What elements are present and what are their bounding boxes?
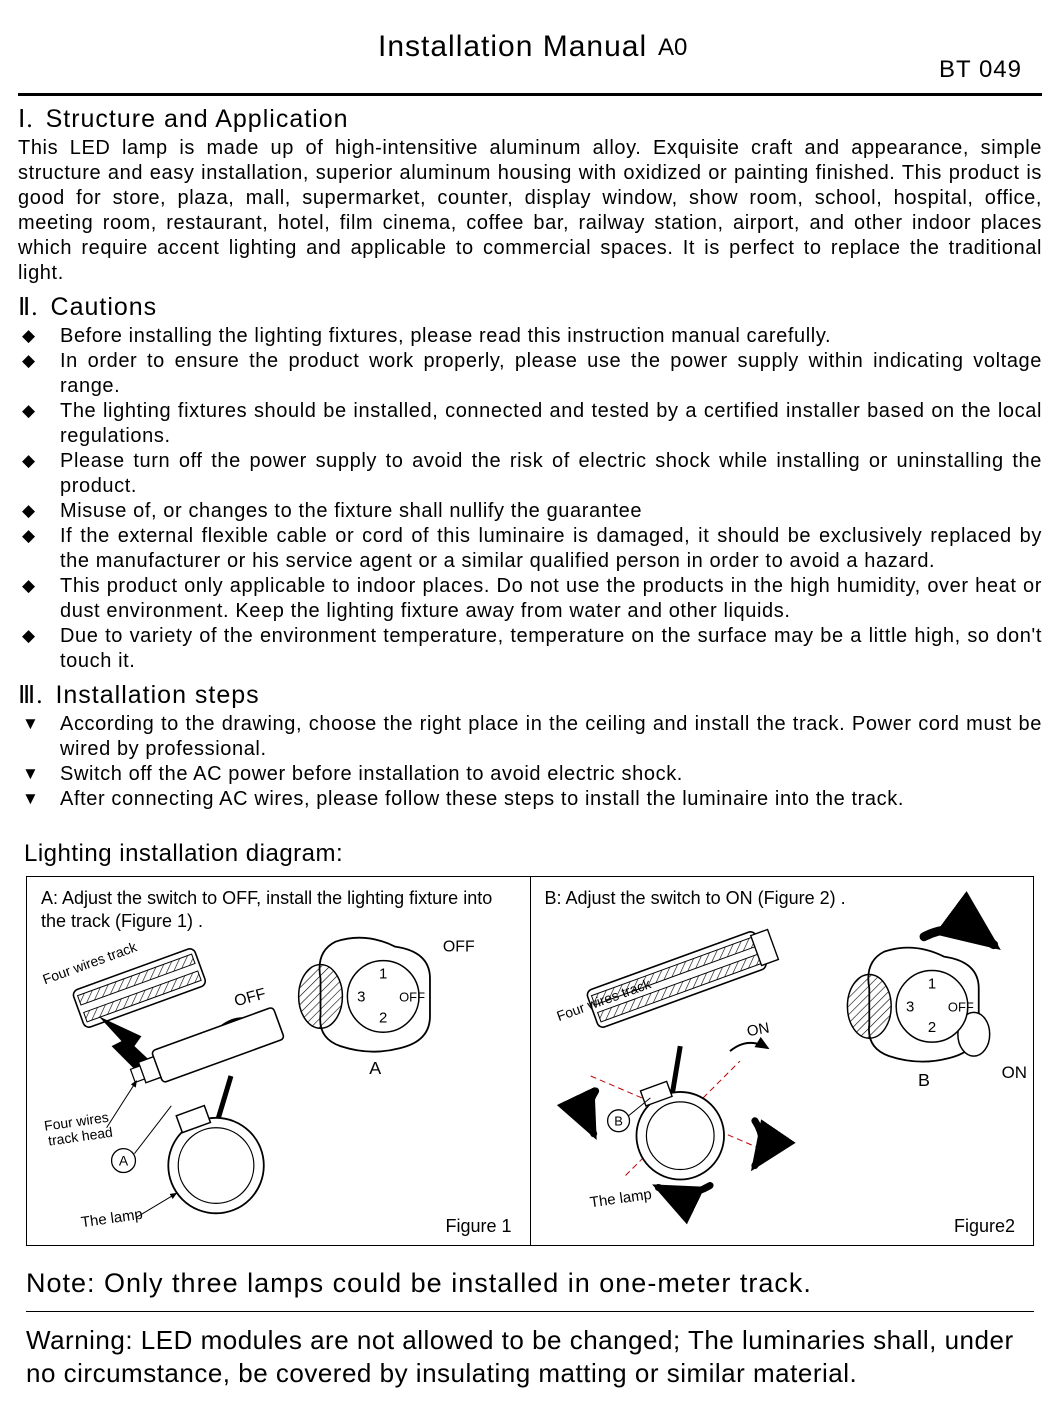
svg-text:A: A bbox=[119, 1153, 129, 1169]
heading-2-text: Cautions bbox=[51, 293, 158, 321]
svg-text:3: 3 bbox=[905, 998, 913, 1015]
caution-item: Please turn off the power supply to avoi… bbox=[18, 449, 1042, 499]
svg-text:1: 1 bbox=[927, 975, 935, 992]
diagram-col-a: A: Adjust the switch to OFF, install the… bbox=[27, 877, 530, 1245]
section-1-body: This LED lamp is made up of high-intensi… bbox=[18, 136, 1042, 286]
svg-text:3: 3 bbox=[357, 988, 365, 1005]
doc-code: BT 049 bbox=[939, 56, 1022, 84]
step-item: According to the drawing, choose the rig… bbox=[18, 712, 1042, 762]
caution-item: Due to variety of the environment temper… bbox=[18, 624, 1042, 674]
diagram-box: A: Adjust the switch to OFF, install the… bbox=[26, 876, 1034, 1246]
svg-text:B: B bbox=[614, 1114, 623, 1129]
doc-revision: A0 bbox=[658, 34, 687, 62]
doc-title: Installation Manual bbox=[378, 30, 647, 64]
roman-2: Ⅱ. bbox=[18, 294, 39, 321]
section-2-heading: Ⅱ. Cautions bbox=[18, 292, 1042, 322]
svg-text:The lamp: The lamp bbox=[80, 1206, 144, 1231]
figure-1-label: Figure 1 bbox=[445, 1216, 511, 1237]
figure-2-label: Figure2 bbox=[954, 1216, 1015, 1237]
svg-text:The lamp: The lamp bbox=[588, 1186, 652, 1211]
steps-list: According to the drawing, choose the rig… bbox=[18, 712, 1042, 812]
section-1-heading: Ⅰ. Structure and Application bbox=[18, 104, 1042, 134]
svg-text:OFF: OFF bbox=[443, 939, 475, 956]
divider-bottom bbox=[26, 1311, 1034, 1312]
note-text: Note: Only three lamps could be installe… bbox=[26, 1268, 1034, 1299]
warning-text: Warning: LED modules are not allowed to … bbox=[26, 1324, 1034, 1389]
svg-text:B: B bbox=[918, 1070, 930, 1090]
roman-1: Ⅰ. bbox=[18, 106, 34, 133]
cautions-list: Before installing the lighting fixtures,… bbox=[18, 324, 1042, 674]
caution-item: In order to ensure the product work prop… bbox=[18, 349, 1042, 399]
diagram-title: Lighting installation diagram: bbox=[24, 840, 1042, 868]
svg-text:A: A bbox=[369, 1058, 381, 1078]
svg-text:OFF: OFF bbox=[233, 985, 268, 1010]
document-header: Installation Manual A0 BT 049 bbox=[18, 30, 1042, 75]
heading-1-text: Structure and Application bbox=[46, 105, 349, 133]
heading-3-text: Installation steps bbox=[55, 681, 259, 709]
divider-top bbox=[18, 93, 1042, 96]
caution-item: If the external flexible cable or cord o… bbox=[18, 524, 1042, 574]
step-item: After connecting AC wires, please follow… bbox=[18, 787, 1042, 812]
svg-text:1: 1 bbox=[379, 965, 387, 982]
svg-text:ON: ON bbox=[1001, 1063, 1026, 1082]
caution-item: Misuse of, or changes to the fixture sha… bbox=[18, 499, 1042, 524]
caution-item: Before installing the lighting fixtures,… bbox=[18, 324, 1042, 349]
caution-item: This product only applicable to indoor p… bbox=[18, 574, 1042, 624]
figure-1-svg: 1 3 2 OFF OFF A OFF Four wires track bbox=[27, 877, 529, 1245]
step-item: Switch off the AC power before installat… bbox=[18, 762, 1042, 787]
svg-text:2: 2 bbox=[379, 1009, 387, 1026]
diagram-col-b: B: Adjust the switch to ON (Figure 2) . … bbox=[530, 877, 1034, 1245]
figure-2-svg: 1 3 2 OFF B ON Four wires track ON bbox=[531, 877, 1033, 1245]
svg-text:2: 2 bbox=[927, 1019, 935, 1036]
svg-text:OFF: OFF bbox=[399, 989, 425, 1004]
roman-3: Ⅲ. bbox=[18, 682, 44, 709]
caution-item: The lighting fixtures should be installe… bbox=[18, 399, 1042, 449]
svg-text:ON: ON bbox=[745, 1020, 770, 1041]
svg-text:OFF: OFF bbox=[947, 999, 973, 1014]
section-3-heading: Ⅲ. Installation steps bbox=[18, 680, 1042, 710]
